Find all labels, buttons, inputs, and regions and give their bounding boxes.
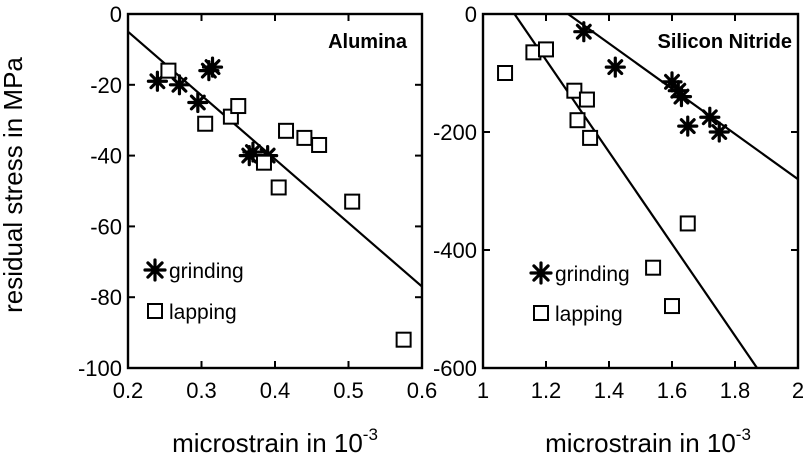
x-tick-label: 1.2	[531, 378, 562, 403]
y-tick-label: -20	[90, 73, 122, 98]
lapping-point	[255, 154, 272, 171]
grinding-point	[187, 91, 209, 114]
y-tick-label: -40	[90, 144, 122, 169]
x-axis-label-exp: -3	[736, 425, 751, 444]
x-tick-label: 0.4	[260, 378, 291, 403]
x-tick-label: 0.6	[407, 378, 438, 403]
legend: grinding lapping	[529, 261, 630, 326]
legend-lapping-label: lapping	[555, 303, 623, 326]
lapping-point	[645, 259, 662, 276]
grinding-point	[604, 56, 626, 78]
lapping-point	[344, 193, 361, 210]
x-tick-label: 2	[792, 378, 804, 403]
lapping-point	[311, 136, 328, 153]
grinding-point	[699, 106, 721, 128]
silicon-nitride-chart: 1 1.2 1.4 1.6 1.8 2 0 -200 -400 -600 Silicon Nitri…	[433, 2, 804, 403]
x-axis-label-left: microstrain in 10-3	[172, 425, 378, 458]
y-axis-label: residual stress in MPa	[0, 57, 28, 313]
x-axis-label-main: microstrain in 10	[172, 428, 363, 458]
lapping-point	[679, 215, 696, 232]
legend-grinding-marker	[529, 261, 553, 285]
grinding-point	[201, 56, 224, 78]
lapping-point	[395, 331, 412, 348]
y-tick-label: -80	[90, 285, 122, 310]
y-tick-label: -60	[90, 214, 122, 239]
panel-title: Alumina	[328, 31, 408, 53]
alumina-chart: 0.2 0.3 0.4 0.5 0.6 0 -20 -40 -60 -80 -100 Alumina g…	[78, 2, 437, 403]
y-tick-label: -200	[433, 120, 477, 145]
grinding-point	[573, 21, 595, 43]
x-tick-label: 0.5	[333, 378, 364, 403]
lapping-point	[566, 82, 583, 99]
fit-line	[513, 14, 758, 368]
x-tick-label: 1.4	[594, 378, 625, 403]
plot-frame	[481, 12, 800, 370]
y-tick-label: -400	[433, 238, 477, 263]
legend-grinding-label: grinding	[555, 263, 630, 286]
y-tick-label: -100	[78, 356, 122, 381]
grinding-point	[168, 74, 191, 96]
x-tick-label: 1.6	[657, 378, 688, 403]
grinding-point	[242, 141, 264, 163]
x-axis-label-exp: -3	[363, 425, 378, 444]
x-tick-label: 1.8	[720, 378, 751, 403]
grinding-point	[670, 85, 693, 108]
lapping-point	[664, 298, 680, 315]
legend-lapping-label: lapping	[169, 301, 237, 324]
lapping-point	[278, 122, 295, 139]
legend-lapping-marker	[533, 305, 549, 321]
lapping-point	[538, 41, 554, 58]
y-tick-label: 0	[110, 2, 122, 27]
lapping-point	[230, 98, 247, 115]
lapping-point	[569, 112, 586, 129]
x-tick-label: 0.2	[113, 378, 144, 403]
lapping-point	[160, 62, 177, 79]
lapping-point	[270, 179, 287, 196]
lapping-point	[296, 129, 313, 146]
x-axis-label-right: microstrain in 10-3	[545, 425, 751, 458]
svg-text:microstrain in 10-3: microstrain in 10-3	[172, 425, 378, 458]
lapping-point	[582, 129, 599, 146]
lapping-point	[197, 115, 214, 132]
legend-grinding-label: grinding	[169, 260, 244, 283]
fit-line	[128, 30, 422, 288]
y-tick-label: -600	[433, 356, 477, 381]
grinding-point	[677, 115, 699, 137]
lapping-point	[497, 65, 514, 81]
x-tick-label: 1	[477, 378, 489, 403]
svg-text:microstrain in 10-3: microstrain in 10-3	[545, 425, 751, 458]
legend: grinding lapping	[143, 258, 244, 324]
legend-lapping-marker	[147, 303, 163, 319]
grinding-point	[708, 121, 730, 143]
legend-grinding-marker	[143, 258, 167, 282]
x-axis-label-main: microstrain in 10	[545, 428, 736, 458]
x-tick-label: 0.3	[186, 378, 217, 403]
lapping-point	[578, 91, 595, 108]
panel-title: Silicon Nitride	[658, 31, 792, 53]
y-tick-label: 0	[465, 2, 477, 27]
